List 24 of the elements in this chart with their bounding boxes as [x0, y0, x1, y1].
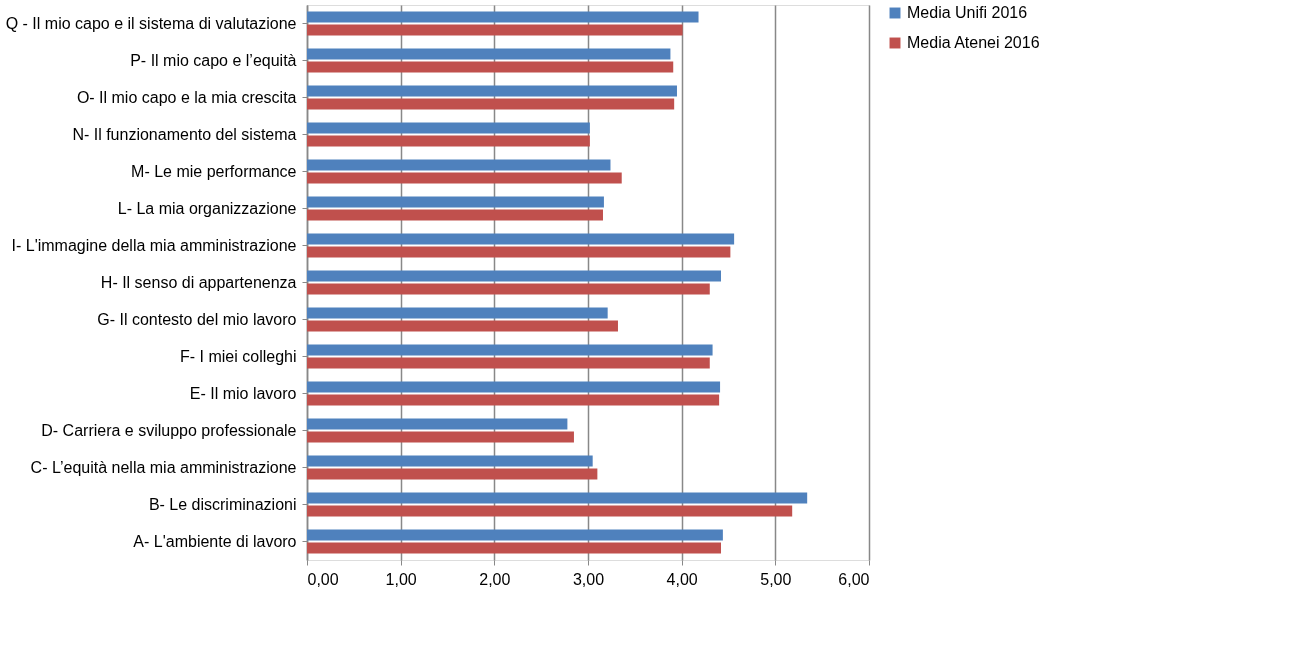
y-tick-label: C- L’equità nella mia amministrazione	[30, 458, 297, 476]
y-tick-label: A- L'ambiente di lavoro	[133, 532, 297, 550]
x-tick-label: 4,00	[666, 570, 698, 588]
y-tick-label: B- Le discriminazioni	[148, 495, 297, 513]
y-tick-label: F- I miei colleghi	[180, 347, 297, 365]
x-tick-label: 2,00	[479, 570, 511, 588]
x-tick-label: 1,00	[385, 570, 417, 588]
x-tick-label: 5,00	[760, 570, 792, 588]
y-tick-label: P- Il mio capo e l’equità	[130, 51, 297, 69]
y-tick-label: H- Il senso di appartenenza	[100, 273, 297, 291]
y-tick-label: I- L'immagine della mia amministrazione	[11, 236, 297, 254]
y-tick-label: N- Il funzionamento del sistema	[72, 125, 297, 143]
y-tick-label: L- La mia organizzazione	[117, 199, 297, 217]
legend-label: Media Atenei 2016	[907, 34, 1040, 51]
y-tick-label: O- Il mio capo e la mia crescita	[76, 88, 297, 106]
y-tick-label: D- Carriera e sviluppo professionale	[41, 421, 297, 439]
x-tick-label: 6,00	[838, 570, 870, 588]
y-tick-label: M- Le mie performance	[131, 162, 297, 180]
y-tick-label: G- Il contesto del mio lavoro	[97, 310, 297, 328]
y-tick-label: E- Il mio lavoro	[189, 384, 297, 402]
x-tick-label: 3,00	[572, 570, 605, 588]
legend-label: Media Unifi 2016	[907, 4, 1028, 21]
y-tick-label: Q - Il mio capo e il sistema di valutazione	[5, 14, 297, 32]
x-tick-label: 0,00	[307, 570, 339, 588]
